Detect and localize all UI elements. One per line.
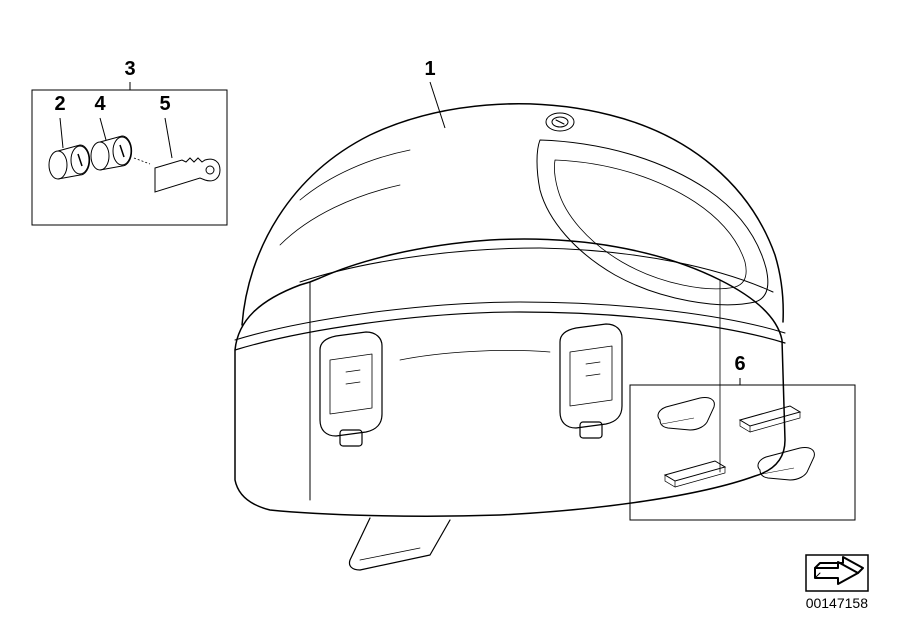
topcase <box>235 104 785 570</box>
drawing-number: 00147158 <box>806 595 869 611</box>
legend-arrow-icon <box>806 555 868 591</box>
latch-left <box>320 332 382 446</box>
callout-1: 1 <box>424 58 435 80</box>
lock-cylinder-b <box>91 136 132 170</box>
callout-2: 2 <box>54 93 65 115</box>
lock-cylinder-a <box>49 145 90 179</box>
callout-5: 5 <box>159 93 170 115</box>
callout-4: 4 <box>94 93 106 115</box>
callout-3: 3 <box>124 58 135 80</box>
callout-6: 6 <box>734 353 745 375</box>
key <box>155 158 220 192</box>
lock-hole <box>546 113 574 131</box>
callout-numbers: 1 2 3 4 5 6 <box>54 58 745 375</box>
parts-diagram: 1 2 3 4 5 6 00147158 <box>0 0 900 636</box>
latch-right <box>560 324 622 438</box>
